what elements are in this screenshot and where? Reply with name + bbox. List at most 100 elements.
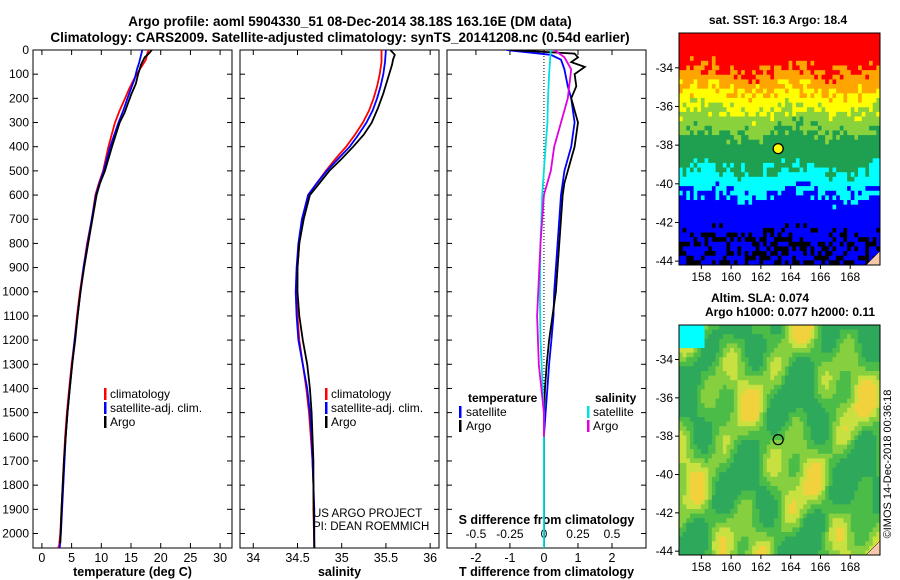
map-cell [708, 102, 713, 108]
map-cell [766, 70, 771, 76]
map-cell [781, 46, 786, 52]
map-cell [781, 421, 786, 427]
map-cell [847, 42, 852, 48]
map-cell [847, 237, 852, 243]
map-cell [777, 366, 782, 372]
map-cell [821, 435, 826, 441]
map-cell [781, 412, 786, 418]
map-cell [861, 481, 866, 487]
map-cell [700, 458, 705, 464]
map-cell [788, 153, 793, 159]
map-cell [733, 204, 738, 210]
map-cell [869, 37, 874, 43]
map-cell [733, 195, 738, 201]
map-cell [682, 444, 687, 450]
map-cell [828, 476, 833, 482]
map-cell [689, 79, 695, 85]
map-cell [869, 246, 874, 252]
map-cell [847, 116, 852, 122]
map-cell [850, 467, 855, 473]
map-cell [876, 84, 881, 90]
map-cell [741, 162, 746, 168]
map-cell [810, 213, 815, 219]
map-cell [741, 394, 746, 399]
map-cell [836, 440, 841, 445]
map-cell [682, 116, 687, 122]
map-cell [700, 158, 705, 164]
map-cell [697, 338, 702, 344]
map-cell [858, 60, 863, 66]
map-cell [679, 352, 684, 358]
map-cell [682, 121, 687, 127]
map-cell [722, 453, 727, 459]
map-cell [861, 172, 866, 178]
map-cell [847, 190, 852, 196]
map-cell [792, 371, 797, 376]
map-cell [836, 398, 841, 404]
map-cell [726, 88, 731, 94]
map-cell [836, 88, 841, 94]
map-cell [836, 195, 841, 201]
y-tick-label: 400 [9, 140, 29, 154]
map-cell [814, 246, 819, 252]
map-cell [865, 476, 870, 482]
map-cell [799, 449, 804, 455]
map-cell [719, 33, 724, 39]
map-cell [832, 407, 837, 413]
map-cell [861, 190, 866, 196]
map-cell [788, 186, 793, 192]
map-cell [858, 241, 863, 247]
map-cell [836, 463, 841, 468]
map-cell [741, 102, 746, 108]
map-cell [828, 338, 833, 344]
map-cell [843, 371, 848, 376]
map-cell [828, 371, 833, 376]
map-cell [854, 37, 859, 43]
map-cell [810, 195, 815, 201]
map-cell [858, 467, 863, 473]
map-cell [679, 398, 684, 404]
map-cell [682, 421, 687, 427]
map-cell [792, 444, 797, 450]
map-cell [682, 260, 687, 266]
map-cell [836, 232, 841, 238]
map-cell [806, 153, 811, 159]
map-cell [814, 149, 819, 155]
map-cell [752, 111, 757, 117]
map-cell [869, 444, 874, 450]
map-cell [763, 384, 768, 390]
map-cell [763, 190, 768, 196]
map-cell [686, 476, 691, 482]
map-cell [722, 111, 727, 117]
map-cell [872, 403, 877, 409]
map-cell [700, 218, 705, 224]
map-cell [806, 398, 811, 404]
legend-label: Argo [110, 415, 136, 429]
map-cell [861, 375, 866, 381]
map-cell [828, 453, 833, 459]
map-cell [832, 176, 837, 182]
map-cell [733, 232, 738, 238]
map-cell [872, 251, 877, 257]
map-cell [733, 251, 738, 257]
map-cell [784, 42, 790, 48]
map-cell [814, 440, 819, 445]
map-cell [689, 37, 695, 43]
map-cell [759, 51, 764, 57]
map-cell [711, 209, 716, 215]
map-cell [843, 463, 848, 468]
map-cell [686, 394, 691, 399]
map-cell [737, 403, 742, 409]
map-cell [704, 237, 709, 243]
map-cell [774, 135, 779, 141]
map-cell [806, 84, 811, 90]
map-cell [719, 486, 724, 491]
map-cell [788, 260, 793, 266]
map-cell [763, 412, 768, 418]
map-cell [774, 486, 779, 491]
map-cell [806, 79, 811, 85]
map-cell [715, 232, 720, 238]
map-cell [711, 412, 716, 418]
map-cell [715, 125, 720, 131]
map-y-tick-label: -36 [656, 99, 674, 113]
